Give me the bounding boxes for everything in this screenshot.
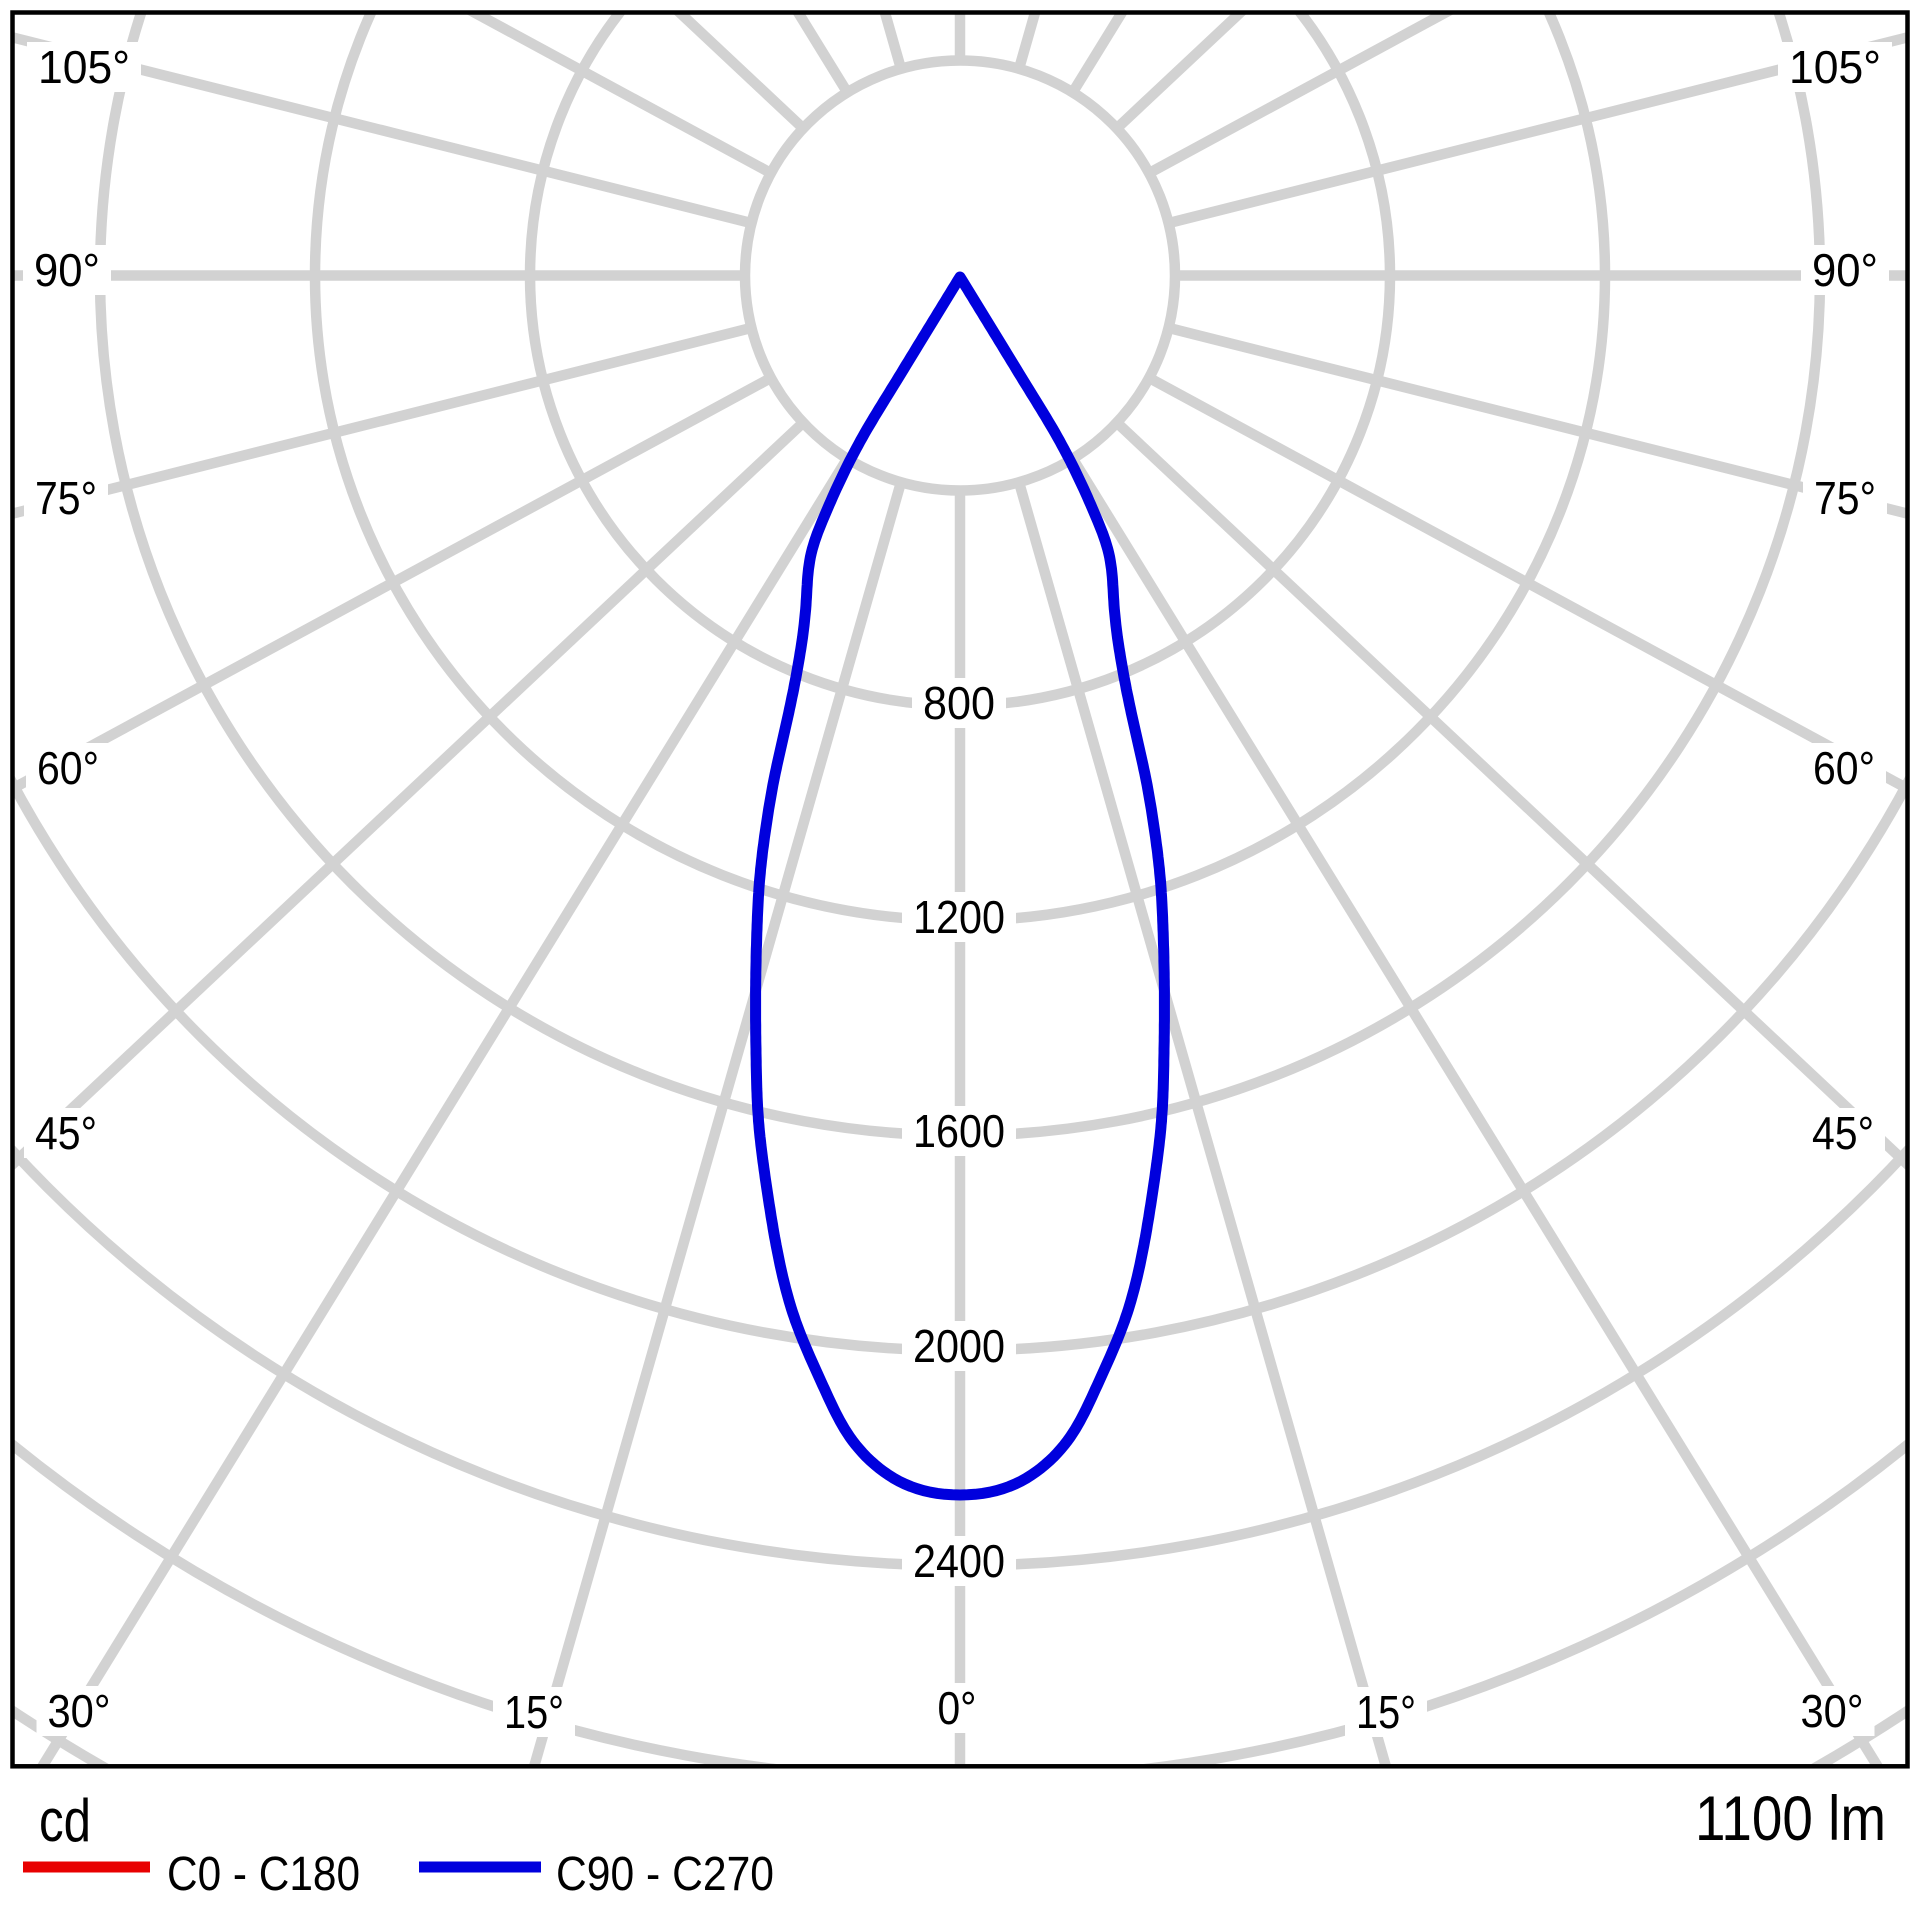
- svg-text:75°: 75°: [35, 472, 97, 524]
- svg-text:60°: 60°: [37, 742, 99, 794]
- svg-text:90°: 90°: [1812, 244, 1878, 296]
- svg-text:0°: 0°: [938, 1682, 977, 1734]
- svg-text:15°: 15°: [504, 1686, 564, 1738]
- svg-text:800: 800: [923, 677, 995, 729]
- svg-text:1100 lm: 1100 lm: [1695, 1784, 1886, 1854]
- svg-text:105°: 105°: [38, 41, 130, 93]
- svg-text:45°: 45°: [1812, 1107, 1874, 1159]
- svg-text:cd: cd: [39, 1787, 91, 1854]
- svg-text:C0 - C180: C0 - C180: [167, 1848, 360, 1901]
- svg-text:2000: 2000: [913, 1320, 1005, 1372]
- svg-text:15°: 15°: [1356, 1686, 1416, 1738]
- svg-text:C90 - C270: C90 - C270: [556, 1848, 774, 1901]
- svg-text:30°: 30°: [1801, 1685, 1864, 1737]
- svg-text:2400: 2400: [913, 1535, 1005, 1587]
- svg-text:105°: 105°: [1789, 41, 1881, 93]
- svg-text:75°: 75°: [1814, 472, 1876, 524]
- svg-text:45°: 45°: [35, 1107, 97, 1159]
- svg-text:90°: 90°: [34, 244, 100, 296]
- svg-text:60°: 60°: [1813, 742, 1875, 794]
- svg-text:1200: 1200: [913, 891, 1005, 943]
- svg-text:1600: 1600: [913, 1105, 1005, 1157]
- svg-text:30°: 30°: [48, 1685, 111, 1737]
